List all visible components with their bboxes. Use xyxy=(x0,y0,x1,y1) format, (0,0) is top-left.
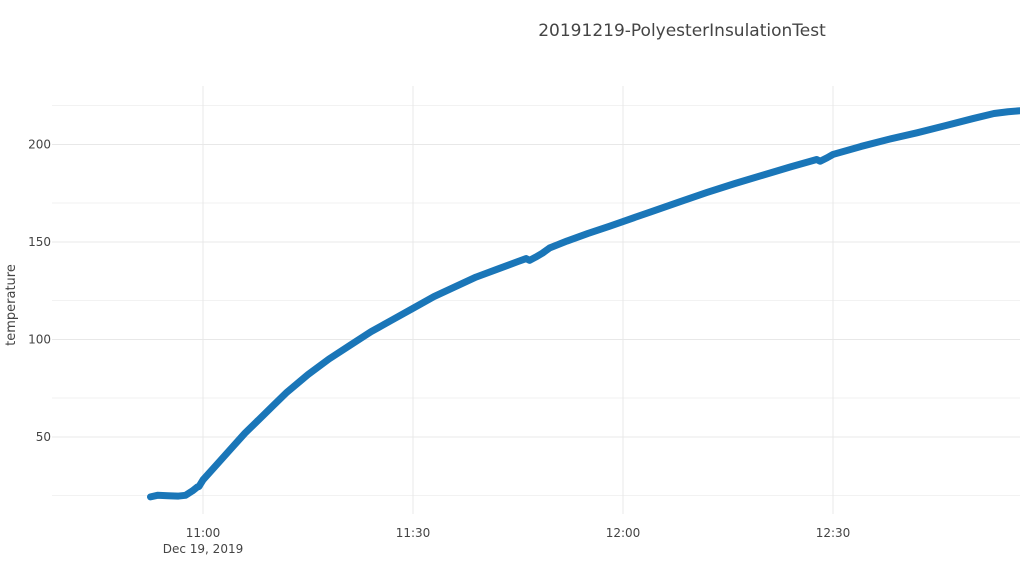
x-axis-ticks: 11:00 Dec 19, 2019 11:30 12:00 12:30 xyxy=(163,526,851,556)
y-axis-ticks: 50 100 150 200 xyxy=(28,138,51,445)
series-line xyxy=(147,107,1020,501)
y-tick-label: 150 xyxy=(28,235,51,249)
x-tick-sublabel: Dec 19, 2019 xyxy=(163,542,243,556)
y-tick-label: 50 xyxy=(36,430,51,444)
chart-title: 20191219-PolyesterInsulationTest xyxy=(538,21,826,41)
grid-lines xyxy=(52,86,1020,514)
y-tick-label: 200 xyxy=(28,138,51,152)
x-tick-label: 12:30 xyxy=(816,526,851,540)
x-tick-label: 11:30 xyxy=(396,526,431,540)
x-tick-label: 11:00 xyxy=(186,526,221,540)
y-axis-title: temperature xyxy=(4,264,19,346)
x-tick-label: 12:00 xyxy=(606,526,641,540)
y-tick-label: 100 xyxy=(28,333,51,347)
series-layer xyxy=(147,107,1020,501)
